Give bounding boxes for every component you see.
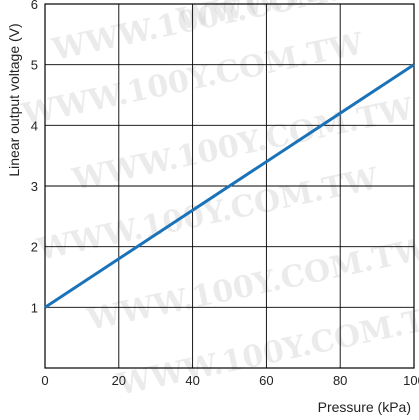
x-tick-label-60: 60 (259, 373, 273, 388)
series-line-0 (44, 63, 415, 309)
watermark-layer: WWW.100Y.COM.TWWWW.100Y.COM.TWWWW.100Y.C… (18, 0, 419, 403)
y-tick-label-5: 5 (31, 58, 38, 73)
y-tick-label-1: 1 (31, 300, 38, 315)
x-tick-labels: 0 20 40 60 80 100 (41, 373, 419, 388)
y-axis-label: Linear output voltage (V) (6, 23, 22, 176)
series-layer (44, 63, 415, 309)
x-tick-label-80: 80 (333, 373, 347, 388)
x-tick-label-20: 20 (112, 373, 126, 388)
x-tick-label-0: 0 (41, 373, 48, 388)
x-axis-label: Pressure (kPa) (318, 399, 411, 415)
y-tick-label-2: 2 (31, 240, 38, 255)
x-tick-label-100: 100 (403, 373, 419, 388)
y-tick-label-6: 6 (31, 0, 38, 12)
y-tick-label-4: 4 (31, 118, 38, 133)
y-tick-label-3: 3 (31, 179, 38, 194)
plot-frame (44, 3, 415, 369)
x-tick-label-40: 40 (185, 373, 199, 388)
y-tick-labels: 1 2 3 4 5 6 (31, 0, 38, 315)
grid (45, 4, 414, 368)
